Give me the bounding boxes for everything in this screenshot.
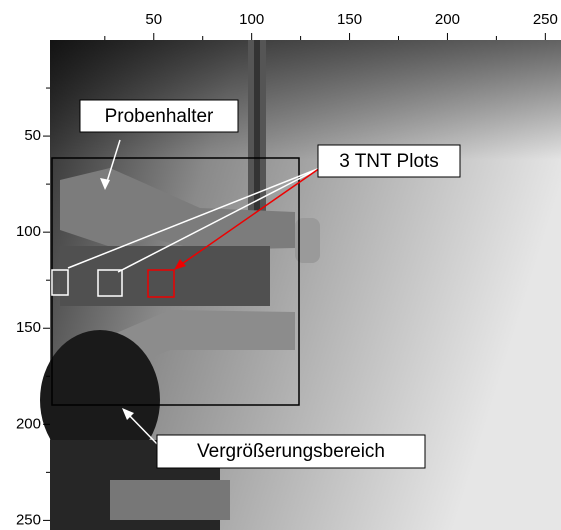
y-tick-label: 50 [24,127,41,144]
y-tick-label: 100 [16,223,41,240]
y-tick-label: 150 [16,319,41,336]
x-tick-label: 150 [337,11,362,28]
x-tick-label: 250 [533,11,558,28]
body: 50 100 150 200 250 50 100 150 200 250 Probenhalte… [0,0,561,530]
x-tick-label: 200 [435,11,460,28]
x-tick-label: 50 [145,11,162,28]
annotation: Vergrößerungsbereich [197,441,385,462]
x-tick-label: 100 [239,11,264,28]
y-tick-label: 200 [16,415,41,432]
y-tick-label: 250 [16,511,41,528]
figure: 50 100 150 200 250 50 100 150 200 250 Probenhalte… [0,0,561,530]
annotation: 3 TNT Plots [339,151,439,172]
page: {"chart_data": {"type": "image", "xlim":… [0,0,561,530]
annotation: Probenhalter [105,106,214,127]
